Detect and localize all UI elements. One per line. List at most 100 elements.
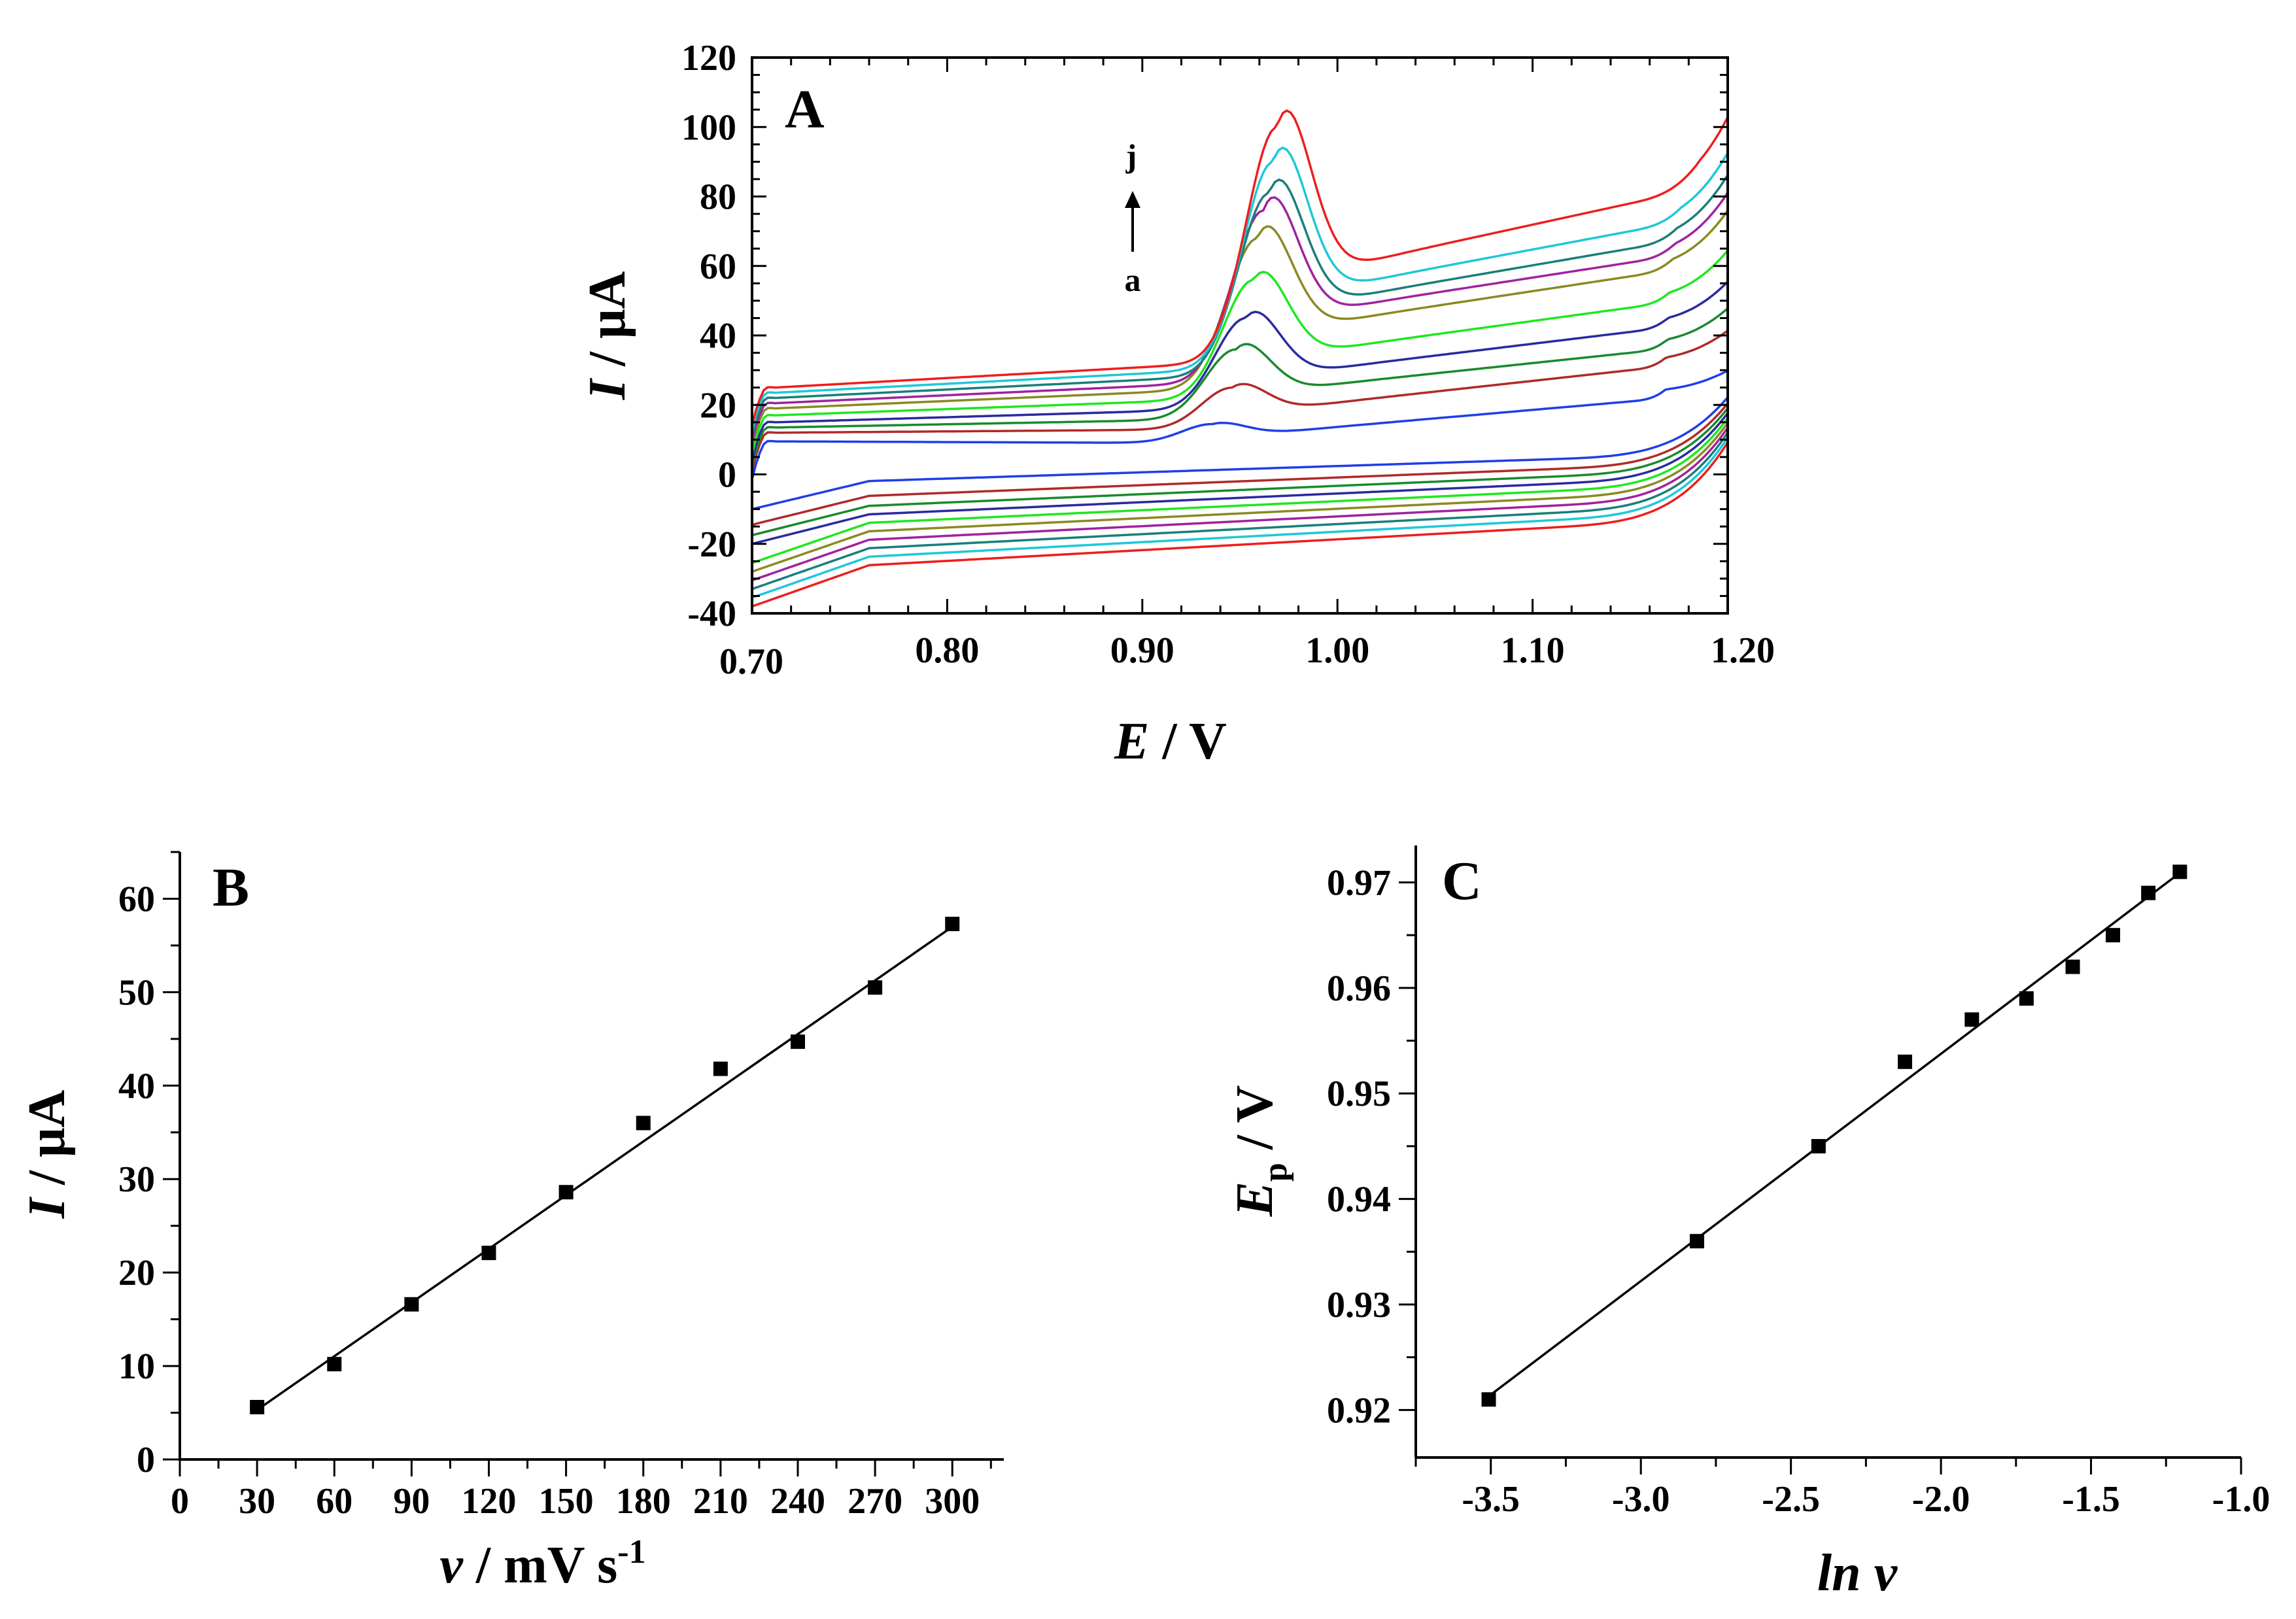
- panel-b-data-point: [945, 917, 960, 932]
- panel-b-data-point: [868, 980, 883, 995]
- panel-b-y-tick-label: 40: [118, 1066, 155, 1106]
- panel-b-axes: [179, 852, 1004, 1461]
- panel-a-curves: [751, 109, 1729, 608]
- panel-c-y-tick-label: 0.96: [1327, 968, 1391, 1009]
- panel-c-data-point: [1481, 1392, 1496, 1407]
- panel-c-x-tick-labels: -3.5 -3.0 -2.5 -2.0 -1.5 -1.0: [1462, 1479, 2270, 1520]
- panel-a-x-axis-title: E / V: [1114, 713, 1227, 770]
- series-a-annotation: a: [1125, 262, 1141, 298]
- panel-c-y-tick-label: 0.93: [1327, 1285, 1391, 1325]
- panel-c-data-point: [2141, 885, 2156, 900]
- panel-a-y-tick-labels: -40 -20 0 20 40 60 80 100 120: [681, 38, 736, 634]
- panel-a: -40 -20 0 20 40 60 80 100 120 0.70 0.80 0.90 1.00 1.…: [579, 38, 1775, 770]
- panel-a-x-tick-label: 1.00: [1305, 630, 1369, 671]
- panel-b-x-tick-label: 240: [770, 1481, 825, 1522]
- panel-b-data-point: [250, 1399, 265, 1414]
- panel-b-x-tick-label: 60: [316, 1481, 352, 1522]
- panel-b-y-axis-title: I / μA: [18, 1090, 76, 1219]
- panel-a-y-tick-label: 40: [700, 316, 736, 356]
- panel-c-data-point: [2019, 991, 2034, 1006]
- panel-c-x-tick-label: -2.0: [1912, 1479, 1970, 1520]
- panel-b-x-tick-label: 270: [848, 1481, 902, 1522]
- panel-a-y-tick-label: 0: [718, 455, 736, 496]
- panel-c: 0.92 0.93 0.94 0.95 0.96 0.97 -3.5 -3.0 -2.5 -2.…: [1226, 845, 2270, 1602]
- panel-c-fit-line: [1488, 872, 2181, 1397]
- panel-a-y-tick-label: -40: [687, 594, 736, 634]
- panel-a-x-tick-label: 0.80: [915, 630, 979, 671]
- panel-b-x-tick-label: 90: [393, 1481, 430, 1522]
- series-arrow-icon: [1125, 191, 1140, 252]
- panel-b-data-point: [791, 1034, 805, 1049]
- panel-b-x-tick-label: 180: [616, 1481, 671, 1522]
- panel-c-data-point: [1964, 1012, 1979, 1027]
- panel-a-x-tick-label: 1.10: [1501, 630, 1565, 671]
- panel-b-x-tick-label: 30: [239, 1481, 275, 1522]
- svg-text:I / μA: I / μA: [579, 271, 636, 401]
- panel-b-y-tick-label: 30: [118, 1159, 155, 1200]
- panel-b-ticks: [163, 851, 992, 1476]
- panel-c-y-tick-label: 0.94: [1327, 1180, 1391, 1220]
- svg-text:Ep / V: Ep / V: [1226, 1085, 1294, 1218]
- panel-c-data-point: [1898, 1054, 1913, 1069]
- panel-b-fit-segment: [256, 925, 953, 1411]
- panel-c-y-axis-title: Ep / V: [1226, 1085, 1294, 1218]
- cv-curve-c: [751, 305, 1729, 537]
- panel-b-y-tick-label: 50: [118, 972, 155, 1013]
- panel-b-data-point: [636, 1116, 651, 1131]
- panel-b-fit-line: [256, 925, 953, 1411]
- panel-b-data-points: [250, 917, 960, 1414]
- panel-c-axes: [1414, 845, 2241, 1459]
- panel-b-x-tick-label: 0: [171, 1481, 189, 1522]
- panel-a-letter: A: [785, 79, 825, 140]
- panel-a-y-tick-label: 60: [700, 247, 736, 287]
- cv-curve-b: [751, 328, 1729, 526]
- panel-a-x-tick-label: 0.70: [719, 641, 783, 682]
- panel-c-data-point: [1689, 1234, 1704, 1249]
- panel-b-x-tick-label: 150: [539, 1481, 594, 1522]
- panel-b-x-axis-title: v / mV s-1: [439, 1533, 645, 1594]
- panel-b-x-tick-labels: 0 30 60 90 120 150 180 210 240 270 300: [171, 1481, 980, 1522]
- panel-a-y-tick-label: -20: [687, 524, 736, 565]
- panel-c-fit-segment: [1488, 872, 2181, 1397]
- panel-c-x-tick-label: -1.0: [2212, 1479, 2270, 1520]
- panel-a-y-tick-label: 120: [681, 38, 736, 78]
- panel-b-data-point: [558, 1185, 574, 1200]
- series-j-annotation: j: [1125, 137, 1137, 174]
- panel-c-x-tick-label: -3.0: [1612, 1479, 1670, 1520]
- panel-c-y-tick-label: 0.92: [1327, 1390, 1391, 1431]
- panel-b-y-tick-labels: 0 10 20 30 40 50 60: [118, 879, 155, 1480]
- panel-c-data-point: [2065, 959, 2080, 974]
- panel-c-x-tick-label: -2.5: [1762, 1479, 1820, 1520]
- panel-c-x-tick-label: -1.5: [2062, 1479, 2120, 1520]
- panel-b-y-tick-label: 0: [137, 1440, 155, 1480]
- panel-c-y-tick-label: 0.95: [1327, 1074, 1391, 1114]
- panel-c-x-axis-title: ln v: [1817, 1544, 1898, 1602]
- panel-c-data-points: [1481, 864, 2187, 1407]
- panel-c-x-tick-label: -3.5: [1462, 1479, 1520, 1520]
- panel-b-data-point: [327, 1357, 342, 1372]
- cv-curve-h: [751, 171, 1729, 590]
- panel-b-x-tick-label: 300: [925, 1481, 980, 1522]
- panel-c-data-point: [2106, 928, 2121, 943]
- panel-c-data-point: [2172, 864, 2187, 879]
- panel-b-y-tick-label: 10: [118, 1346, 155, 1387]
- panel-b-x-tick-label: 120: [462, 1481, 517, 1522]
- panel-b-data-point: [481, 1246, 496, 1261]
- panel-a-y-tick-label: 80: [700, 177, 736, 218]
- svg-text:I / μA: I / μA: [18, 1090, 76, 1219]
- panel-a-x-tick-label: 1.20: [1711, 630, 1775, 671]
- panel-a-y-axis-title: I / μA: [579, 271, 636, 401]
- panel-c-ticks: [1399, 881, 2242, 1474]
- panel-c-y-tick-label: 0.97: [1327, 862, 1391, 903]
- panel-a-y-tick-label: 20: [700, 385, 736, 426]
- panel-b-data-point: [404, 1297, 419, 1312]
- panel-b-y-tick-label: 20: [118, 1253, 155, 1293]
- panel-b-y-tick-label: 60: [118, 879, 155, 919]
- panel-a-x-tick-label: 0.90: [1110, 630, 1174, 671]
- panel-b-x-tick-label: 210: [693, 1481, 748, 1522]
- panel-a-x-tick-labels: 0.70 0.80 0.90 1.00 1.10 1.20: [719, 630, 1775, 682]
- panel-c-letter: C: [1442, 851, 1482, 912]
- panel-b-letter: B: [213, 857, 249, 918]
- panel-a-ticks: [751, 56, 1729, 615]
